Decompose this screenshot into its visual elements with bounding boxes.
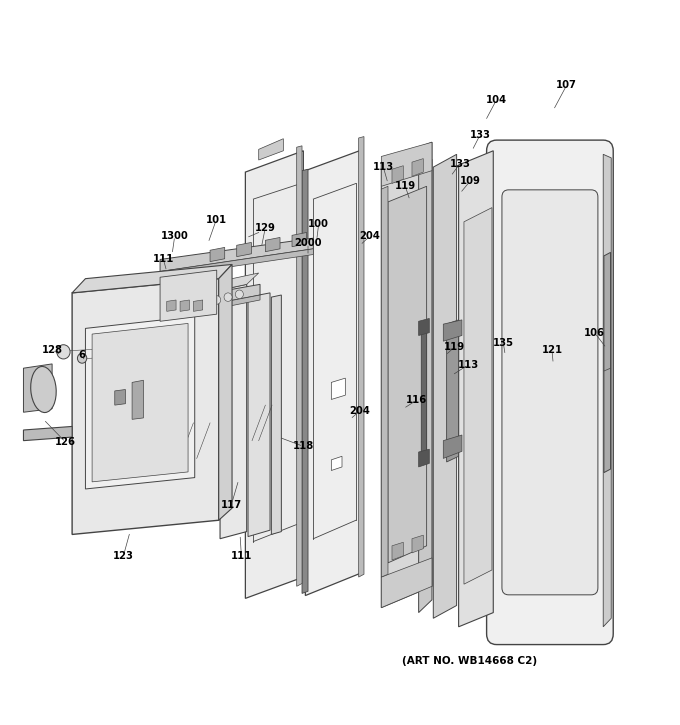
Polygon shape [245,151,303,598]
Polygon shape [604,252,611,473]
Text: 204: 204 [360,231,380,241]
Text: 126: 126 [55,437,76,447]
Text: 133: 133 [469,130,490,140]
Text: 111: 111 [231,551,252,560]
Polygon shape [160,249,313,277]
Polygon shape [292,233,307,246]
Polygon shape [419,450,429,467]
Polygon shape [331,456,342,471]
Text: 113: 113 [373,162,394,172]
Polygon shape [265,238,280,252]
Text: 117: 117 [221,500,242,510]
Polygon shape [392,166,403,183]
Text: 1300: 1300 [161,231,188,241]
Polygon shape [443,320,462,341]
Polygon shape [433,154,457,618]
Polygon shape [603,154,611,627]
Ellipse shape [31,366,56,413]
Polygon shape [167,300,176,311]
Polygon shape [302,169,308,593]
Polygon shape [92,323,188,482]
Polygon shape [271,295,282,534]
Polygon shape [419,160,432,613]
Circle shape [201,299,209,307]
Polygon shape [447,320,458,462]
Text: 6: 6 [78,350,85,360]
Polygon shape [358,136,364,577]
Text: 2000: 2000 [294,238,322,248]
Polygon shape [180,300,190,311]
Text: 100: 100 [308,219,329,229]
Text: 123: 123 [113,551,134,560]
Polygon shape [381,142,432,186]
Polygon shape [160,295,260,320]
Circle shape [213,296,221,304]
Text: 128: 128 [41,344,63,355]
Polygon shape [381,558,432,608]
Polygon shape [115,389,125,405]
Polygon shape [419,318,429,336]
FancyBboxPatch shape [487,140,613,645]
Polygon shape [248,293,270,536]
Polygon shape [220,273,258,290]
Polygon shape [23,426,72,441]
Polygon shape [458,151,493,627]
Polygon shape [72,265,232,293]
Text: 129: 129 [255,223,276,233]
Polygon shape [412,535,423,553]
Circle shape [190,302,197,310]
Polygon shape [210,247,224,262]
Text: 135: 135 [493,338,514,347]
Text: 121: 121 [541,344,562,355]
Text: 118: 118 [292,442,314,452]
Polygon shape [132,380,143,419]
Polygon shape [258,138,284,160]
Text: 113: 113 [458,360,479,370]
Polygon shape [237,242,252,257]
Circle shape [235,290,243,299]
Polygon shape [464,207,492,584]
Circle shape [78,353,87,363]
Polygon shape [219,265,232,521]
Circle shape [177,304,186,312]
Circle shape [224,293,232,302]
Polygon shape [381,186,388,577]
Polygon shape [86,316,194,489]
Polygon shape [331,378,345,399]
Polygon shape [381,142,432,608]
Text: 104: 104 [486,95,507,104]
Circle shape [57,344,70,359]
Polygon shape [422,321,426,460]
Polygon shape [160,238,313,272]
Polygon shape [296,146,302,587]
Polygon shape [160,284,260,314]
Text: 204: 204 [350,406,371,416]
Polygon shape [160,270,217,321]
Polygon shape [392,542,403,560]
Polygon shape [193,300,203,311]
Text: 119: 119 [444,342,465,352]
Polygon shape [72,278,219,534]
Text: 107: 107 [556,80,577,91]
Polygon shape [220,284,247,539]
Text: 116: 116 [406,395,427,405]
Polygon shape [23,364,52,413]
Polygon shape [388,186,426,563]
Text: 133: 133 [449,159,471,168]
Text: 101: 101 [205,215,226,225]
Polygon shape [443,435,462,458]
Polygon shape [305,149,363,595]
Text: 106: 106 [584,328,605,338]
Text: 111: 111 [153,254,174,265]
Text: 109: 109 [460,176,480,186]
Text: (ART NO. WB14668 C2): (ART NO. WB14668 C2) [403,656,537,666]
Polygon shape [412,159,423,176]
Text: 119: 119 [395,181,416,191]
FancyBboxPatch shape [502,190,598,594]
